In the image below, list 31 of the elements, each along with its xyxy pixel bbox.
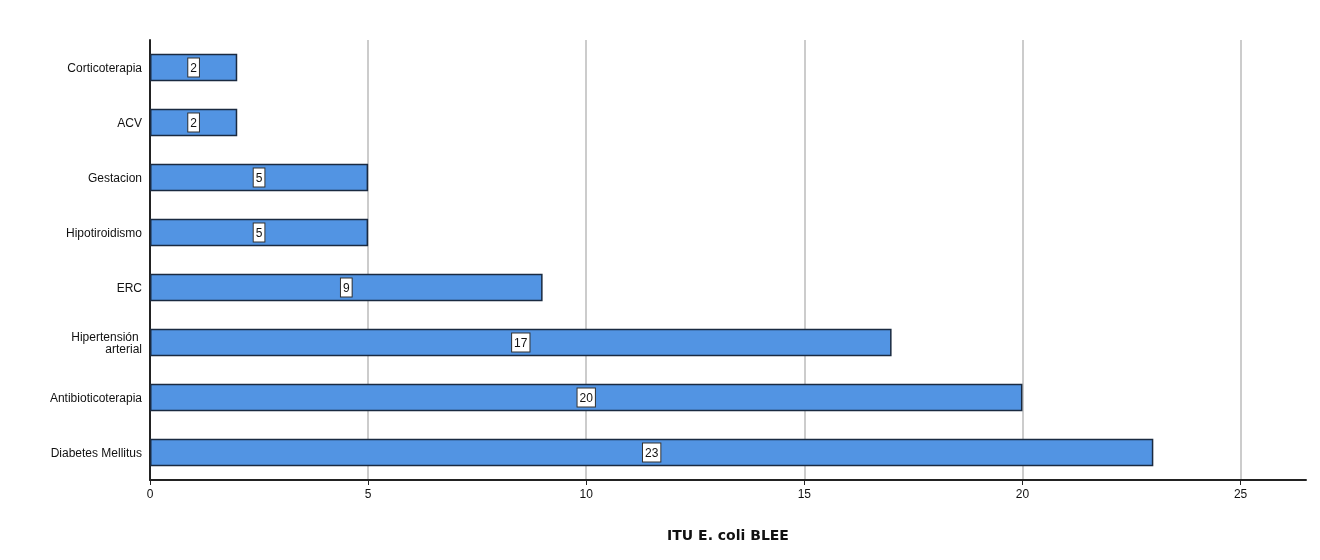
x-tick-label: 25 xyxy=(1233,487,1248,501)
x-tick-label: 20 xyxy=(1015,487,1030,501)
y-tick-label: Corticoterapia xyxy=(67,60,143,75)
bar xyxy=(150,438,1154,467)
bar xyxy=(150,53,238,82)
data-label: 20 xyxy=(579,390,594,405)
bar xyxy=(150,163,369,192)
y-tick-label: Diabetes Mellitus xyxy=(50,445,142,460)
y-tick-label: Hipotiroidismo xyxy=(65,225,143,240)
y-tick-label: ERC xyxy=(116,280,143,295)
data-label: 2 xyxy=(190,115,198,130)
data-label: 9 xyxy=(342,280,350,295)
x-tick-label: 10 xyxy=(579,487,594,501)
data-label: 2 xyxy=(190,60,198,75)
y-tick-label: Hipertensión arterial xyxy=(71,329,142,356)
bar xyxy=(150,328,892,357)
y-tick-label: ACV xyxy=(117,115,142,130)
data-label: 5 xyxy=(255,225,263,240)
x-tick-label: 0 xyxy=(146,487,154,501)
data-label: 5 xyxy=(255,170,263,185)
y-tick-label: Antibioticoterapia xyxy=(49,390,143,405)
bar xyxy=(150,108,238,137)
y-tick-label: Gestacion xyxy=(87,170,142,185)
data-label: 17 xyxy=(514,335,528,350)
bar xyxy=(150,273,543,302)
x-tick-label: 15 xyxy=(797,487,812,501)
x-tick-label: 5 xyxy=(364,487,372,501)
data-label: 23 xyxy=(644,445,659,460)
x-axis-title: ITU E. coli BLEE xyxy=(667,527,789,543)
bar xyxy=(150,218,369,247)
bar xyxy=(150,383,1023,412)
